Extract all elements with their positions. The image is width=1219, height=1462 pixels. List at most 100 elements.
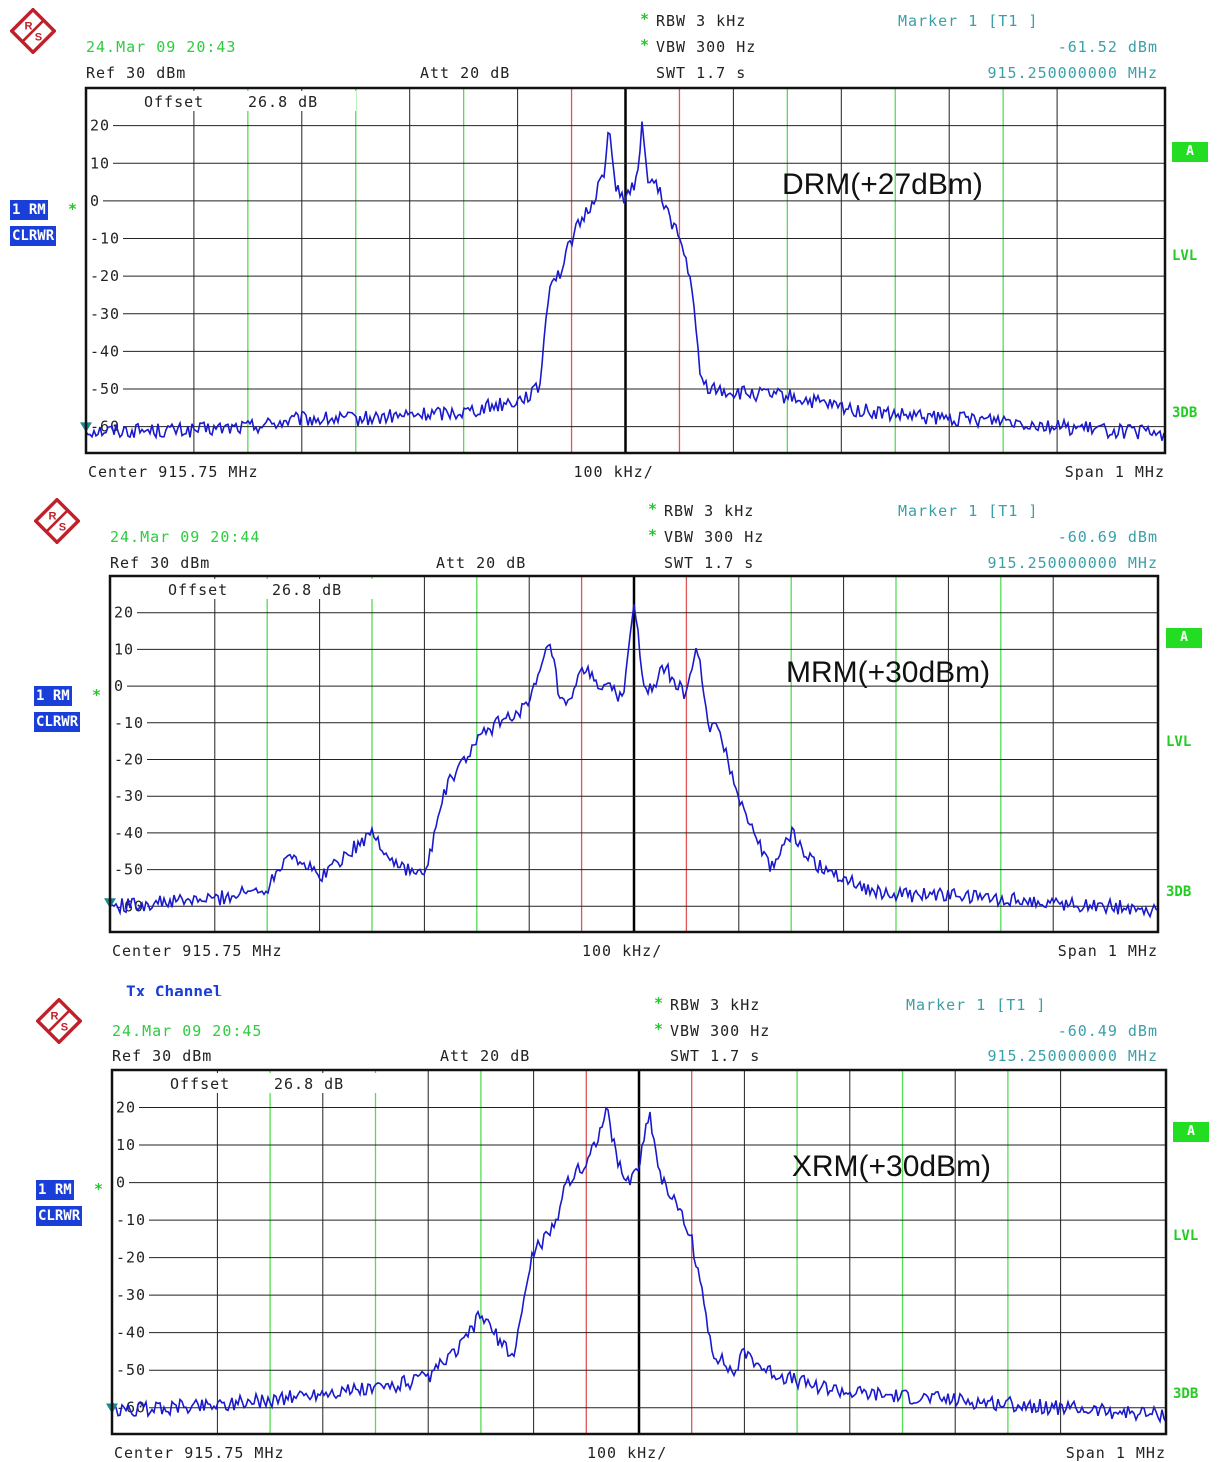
y-tick-background — [113, 1137, 139, 1154]
y-tick-background — [111, 641, 137, 658]
sweep-time: SWT 1.7 s — [664, 554, 755, 572]
y-tick-background — [111, 751, 147, 768]
trace-mode-badge: 1 RM — [10, 200, 48, 220]
ref-level: Ref 30 dBm — [110, 554, 211, 572]
spectrum-panel-xrm: R S 24.Mar 09 20:45 Ref 30 dBm Att 20 dB * RBW… — [0, 982, 1219, 1461]
center-frequency: Center 915.75 MHz — [88, 463, 259, 481]
marker-title: Marker 1 [T1 ] — [898, 12, 1039, 30]
spectrum-trace — [109, 604, 1159, 919]
rohde-schwarz-logo: RS — [10, 8, 56, 54]
y-tick-background — [113, 1324, 149, 1341]
level-indicator: LVL — [1173, 1228, 1199, 1244]
y-tick-label: 10 — [114, 640, 134, 658]
tx-channel-label: Tx Channel — [126, 982, 223, 996]
input-a-indicator: A — [1173, 1122, 1209, 1142]
y-tick-label: 20 — [114, 604, 134, 622]
y-tick-label: 0 — [114, 677, 124, 695]
y-tick-label: -10 — [116, 1211, 146, 1229]
y-tick-background — [111, 604, 137, 621]
vbw-value: VBW 300 Hz — [664, 528, 765, 546]
timestamp: 24.Mar 09 20:45 — [112, 1022, 263, 1040]
rbw-value: RBW 3 kHz — [664, 502, 755, 520]
y-tick-background — [111, 678, 127, 695]
rbw-value: RBW 3 kHz — [656, 12, 747, 30]
marker-frequency: 915.250000000 MHz — [987, 1047, 1158, 1065]
sweep-time: SWT 1.7 s — [656, 64, 747, 82]
marker-title: Marker 1 [T1 ] — [906, 996, 1047, 1014]
y-tick-label: -60 — [90, 418, 120, 436]
y-tick-label: 10 — [90, 154, 110, 172]
sweep-time: SWT 1.7 s — [670, 1047, 761, 1065]
frequency-per-division: 100 kHz/ — [573, 463, 654, 481]
y-tick-background — [87, 343, 123, 360]
offset-value: 26.8 dB — [272, 581, 342, 599]
y-tick-label: -40 — [114, 824, 144, 842]
trace-star-icon: * — [94, 1180, 105, 1198]
svg-text:S: S — [61, 1021, 68, 1033]
plot-frame — [108, 574, 1160, 934]
trace-label: MRM(+30dBm) — [785, 656, 991, 689]
svg-text:R: R — [50, 1010, 58, 1022]
svg-text:R: R — [48, 510, 56, 522]
y-tick-background — [87, 381, 123, 398]
y-tick-label: 10 — [116, 1136, 136, 1154]
y-tick-label: -40 — [116, 1324, 146, 1342]
y-tick-background — [113, 1287, 149, 1304]
marker-level: -60.69 dBm — [1057, 528, 1158, 546]
rohde-schwarz-logo: RS — [36, 998, 82, 1044]
offset-value: 26.8 dB — [248, 93, 318, 111]
input-a-indicator: A — [1166, 628, 1202, 648]
trace-star-icon: * — [92, 686, 103, 704]
y-tick-background — [113, 1212, 149, 1229]
frequency-per-division: 100 kHz/ — [582, 942, 663, 960]
marker-level: -60.49 dBm — [1057, 1022, 1158, 1040]
vbw-value: VBW 300 Hz — [670, 1022, 771, 1040]
y-tick-label: -20 — [90, 267, 120, 285]
clear-write-badge: CLRWR — [10, 226, 57, 246]
clear-write-badge: CLRWR — [36, 1206, 83, 1226]
y-tick-background — [113, 1174, 129, 1191]
timestamp: 24.Mar 09 20:44 — [110, 528, 261, 546]
rbw-value: RBW 3 kHz — [670, 996, 761, 1014]
offset-value: 26.8 dB — [274, 1075, 344, 1093]
plot-frame — [110, 1068, 1168, 1436]
marker-level: -61.52 dBm — [1057, 38, 1158, 56]
y-tick-background — [111, 788, 147, 805]
y-tick-background — [87, 268, 123, 285]
y-tick-label: -50 — [114, 861, 144, 879]
level-indicator: LVL — [1166, 734, 1192, 750]
y-tick-label: -50 — [90, 380, 120, 398]
bandwidth-3db-indicator: 3DB — [1166, 884, 1192, 900]
ref-level: Ref 30 dBm — [86, 64, 187, 82]
rbw-star-icon: * — [640, 10, 651, 28]
bandwidth-3db-indicator: 3DB — [1173, 1386, 1199, 1402]
y-tick-label: -30 — [90, 305, 120, 323]
y-tick-background — [87, 192, 103, 209]
vbw-star-icon: * — [654, 1020, 665, 1038]
y-tick-background — [87, 155, 113, 172]
offset-background — [136, 91, 356, 111]
trace-mode-badge: 1 RM — [34, 686, 72, 706]
y-tick-label: -10 — [90, 230, 120, 248]
clear-write-badge: CLRWR — [34, 712, 81, 732]
svg-text:R: R — [24, 20, 32, 32]
y-tick-label: -60 — [116, 1399, 146, 1417]
trace-label: DRM(+27dBm) — [781, 168, 983, 201]
rbw-star-icon: * — [648, 500, 659, 518]
y-tick-background — [87, 230, 123, 247]
y-tick-label: 0 — [90, 192, 100, 210]
y-tick-label: -10 — [114, 714, 144, 732]
y-tick-label: 0 — [116, 1174, 126, 1192]
attenuation: Att 20 dB — [420, 64, 511, 82]
y-tick-label: -20 — [116, 1249, 146, 1267]
y-tick-label: -40 — [90, 342, 120, 360]
marker-frequency: 915.250000000 MHz — [987, 64, 1158, 82]
y-tick-label: -20 — [114, 751, 144, 769]
y-tick-label: 20 — [116, 1099, 136, 1117]
offset-background — [162, 1073, 382, 1093]
spectrum-panel-drm: R S 24.Mar 09 20:43 Ref 30 dBm Att 20 dB * RBW… — [0, 0, 1219, 485]
y-tick-background — [113, 1249, 149, 1266]
svg-text:S: S — [59, 521, 66, 533]
